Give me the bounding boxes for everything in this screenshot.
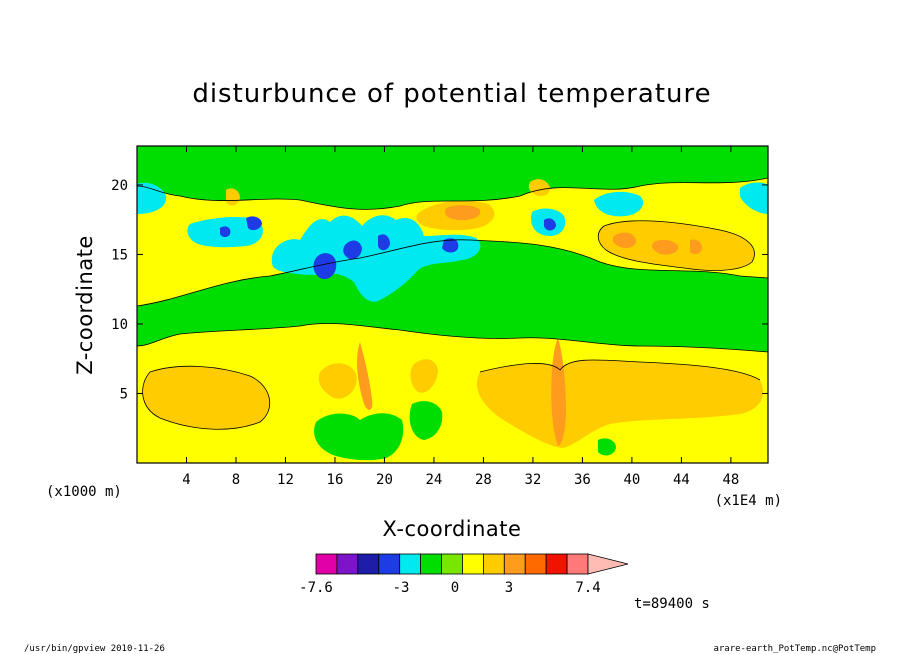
colorbar-swatch	[545, 553, 568, 575]
y-tick-label: 5	[120, 386, 128, 402]
field-lower-left-orange	[142, 366, 270, 430]
x-tick-label: 44	[673, 472, 690, 488]
colorbar-swatch	[441, 553, 463, 575]
colorbar-label: -3	[393, 580, 410, 596]
field-upper-cyan	[271, 215, 481, 302]
x-tick-label: 28	[475, 472, 492, 488]
y-axis-title: Z-coordinate	[73, 235, 97, 375]
field-blue-1	[313, 253, 337, 280]
field-upper-right-darkorange-1	[612, 232, 636, 248]
contour-field	[137, 146, 768, 463]
chart-title: disturbunce of potential temperature	[192, 79, 711, 109]
plot-frame	[136, 145, 769, 464]
field-upper-small-orange	[528, 179, 550, 196]
x-tick-label: 36	[574, 472, 591, 488]
field-mid-orange-2	[410, 359, 438, 393]
contour-line-4	[479, 359, 761, 381]
field-lower-green-1	[314, 413, 404, 461]
field-upper-right-darkorange-3	[690, 239, 702, 255]
colorbar-swatch	[524, 553, 547, 575]
field-lower-green-2	[409, 401, 443, 440]
colorbar-labels: -7.6 -3 0 3 7.4	[299, 580, 601, 596]
field-streak-left	[357, 342, 373, 410]
field-upper-green	[137, 146, 768, 210]
colorbar-swatch	[378, 553, 401, 575]
colorbar-swatch	[336, 553, 359, 575]
x-tick-label: 8	[232, 472, 240, 488]
x-tick-label: 32	[524, 472, 541, 488]
colorbar-max-arrow	[587, 553, 629, 575]
contour-line-1	[137, 239, 768, 307]
colorbar-swatch	[315, 553, 338, 575]
colorbar-swatch	[566, 553, 589, 575]
field-blue-4	[378, 234, 390, 251]
contour-line-2	[137, 323, 768, 353]
field-upper-leftedge-cyan	[137, 182, 167, 214]
x-unit-label: (x1E4 m)	[715, 493, 782, 509]
field-blue-2	[343, 240, 362, 260]
colorbar	[315, 553, 629, 575]
field-lower-green-3	[598, 438, 616, 456]
colorbar-swatch	[503, 553, 526, 575]
field-upper-left-small-orange	[226, 188, 240, 206]
x-axis-ticks: 4 8 12 16 20 24 28 32 36 40 44 48	[182, 146, 739, 488]
field-streak-right	[551, 338, 566, 446]
field-lower-right-orange	[476, 359, 764, 448]
y-tick-label: 20	[111, 178, 128, 194]
time-annotation: t=89400 s	[634, 596, 710, 612]
field-upper-center-darkorange	[444, 205, 481, 220]
field-mid-orange	[318, 363, 357, 399]
x-tick-label: 20	[376, 472, 393, 488]
y-unit-label: (x1000 m)	[46, 484, 122, 500]
colorbar-swatch	[357, 553, 380, 575]
field-upper-right-cyan	[594, 191, 644, 217]
y-tick-label: 15	[111, 247, 128, 263]
y-tick-label: 10	[111, 317, 128, 333]
contour-line-6	[597, 220, 755, 271]
colorbar-swatch	[462, 553, 484, 575]
colorbar-swatch	[482, 553, 505, 575]
colorbar-swatch	[420, 553, 442, 575]
contour-line-3	[142, 365, 271, 430]
footer-right: arare-earth_PotTemp.nc@PotTemp	[713, 644, 876, 654]
x-axis-title: X-coordinate	[383, 517, 522, 541]
field-upper-right-darkorange-2	[652, 239, 679, 255]
colorbar-label: 3	[505, 580, 513, 596]
x-tick-label: 12	[277, 472, 294, 488]
field-blue-3	[442, 238, 459, 253]
contour-lines	[137, 177, 768, 430]
contour-line-5	[137, 177, 768, 210]
y-axis-ticks: 5 10 15 20	[111, 178, 768, 402]
x-tick-label: 40	[623, 472, 640, 488]
colorbar-swatch	[399, 553, 422, 575]
x-tick-label: 16	[327, 472, 344, 488]
colorbar-label: -7.6	[299, 580, 333, 596]
footer-left: /usr/bin/gpview 2010-11-26	[24, 644, 165, 654]
colorbar-label: 0	[451, 580, 459, 596]
x-tick-label: 24	[426, 472, 443, 488]
field-upper-left-blue-2	[220, 226, 231, 237]
field-upper-mid-blue	[544, 218, 556, 231]
field-mid-green	[137, 239, 768, 352]
colorbar-label: 7.4	[575, 580, 600, 596]
x-tick-label: 48	[722, 472, 739, 488]
field-upper-right-cyan-2	[740, 182, 768, 214]
x-tick-label: 4	[182, 472, 190, 488]
field-upper-left-blue	[246, 216, 262, 231]
